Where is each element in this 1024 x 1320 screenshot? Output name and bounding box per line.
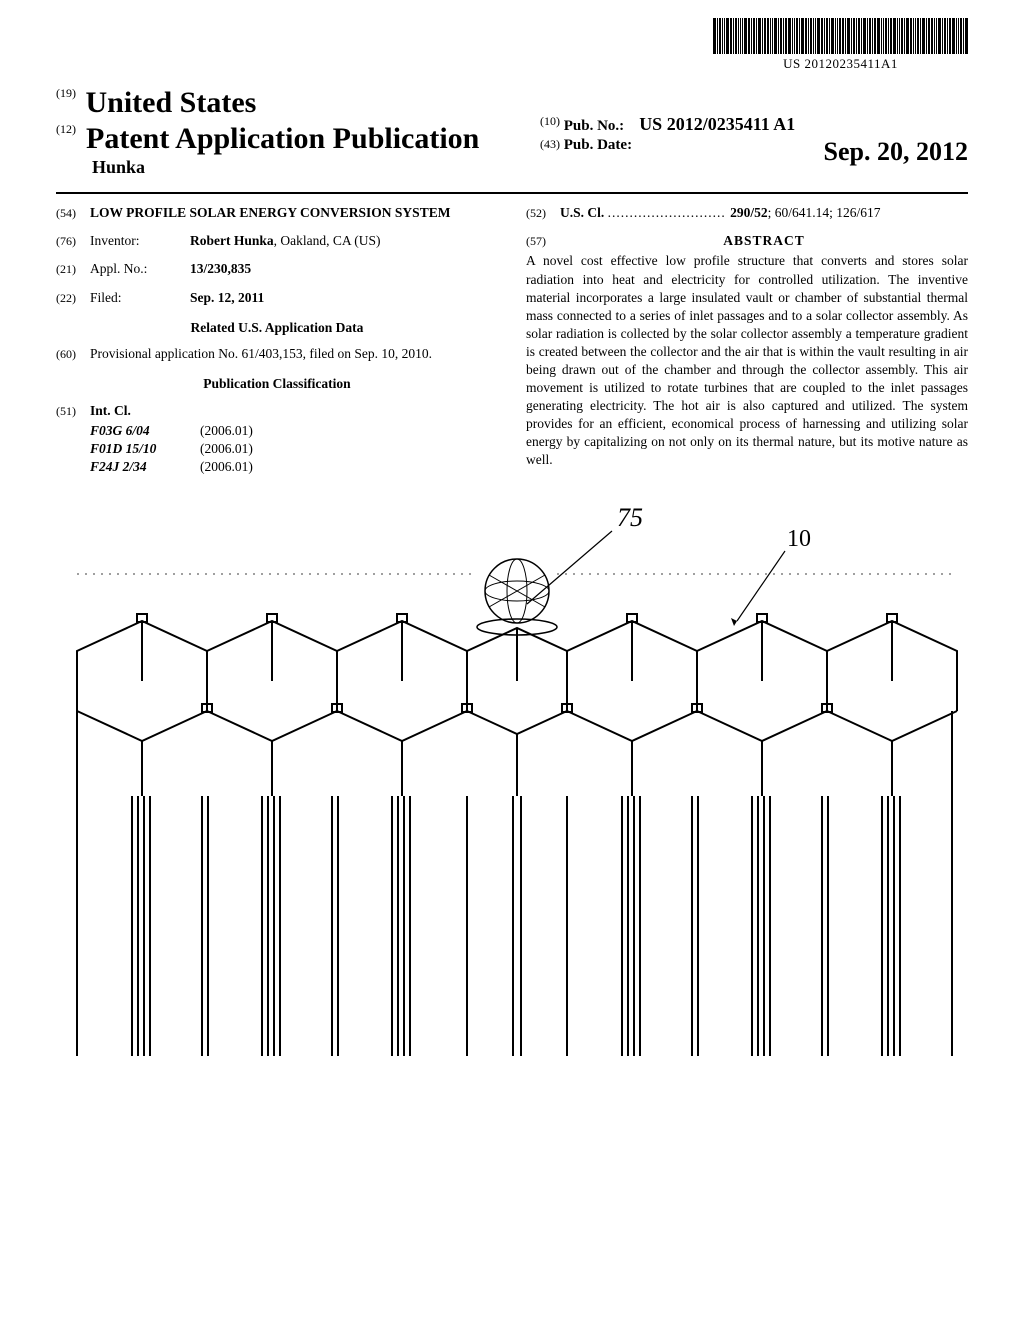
code-52: (52) — [526, 204, 560, 222]
code-10: (10) — [540, 114, 560, 128]
right-column: (52) U.S. Cl. ..........................… — [526, 204, 968, 476]
barcode-icon — [713, 18, 968, 54]
filed-value: Sep. 12, 2011 — [190, 289, 498, 307]
code-60: (60) — [56, 345, 90, 363]
patent-figure: 75 10 — [56, 496, 968, 1056]
uscl-dots: ........................... — [608, 205, 731, 220]
figure-label-75: 75 — [617, 503, 643, 532]
inventor-name: Robert Hunka — [190, 233, 274, 248]
inventor-label: Inventor: — [90, 232, 190, 250]
body-columns: (54) LOW PROFILE SOLAR ENERGY CONVERSION… — [56, 204, 968, 476]
uscl-label: U.S. Cl. — [560, 205, 604, 220]
pubclass-header: Publication Classification — [56, 375, 498, 393]
intcl-year: (2006.01) — [200, 440, 253, 458]
barcode-block: US 20120235411A1 — [713, 18, 968, 72]
code-22: (22) — [56, 289, 90, 307]
intcl-code: F03G 6/04 — [90, 422, 200, 440]
invention-title: LOW PROFILE SOLAR ENERGY CONVERSION SYST… — [90, 204, 450, 222]
uscl-line: U.S. Cl. ........................... 290… — [560, 204, 968, 222]
code-43: (43) — [540, 137, 560, 151]
pubno-label: Pub. No.: — [564, 118, 624, 134]
inlet-passages-icon — [77, 711, 952, 1056]
hex-row2-icon — [77, 704, 957, 796]
applno-label: Appl. No.: — [90, 260, 190, 278]
figure-svg: 75 10 — [56, 496, 968, 1056]
inventor-location: , Oakland, CA (US) — [274, 233, 381, 248]
header-right-block: (10) Pub. No.: US 2012/0235411 A1 (43) P… — [540, 114, 968, 167]
left-column: (54) LOW PROFILE SOLAR ENERGY CONVERSION… — [56, 204, 498, 476]
intcl-item: F01D 15/10 (2006.01) — [90, 440, 498, 458]
intcl-year: (2006.01) — [200, 458, 253, 476]
uscl-rest: ; 60/641.14; 126/617 — [768, 205, 881, 220]
provisional-text: Provisional application No. 61/403,153, … — [90, 345, 498, 363]
uscl-main: 290/52 — [730, 205, 768, 220]
filed-label: Filed: — [90, 289, 190, 307]
intcl-year: (2006.01) — [200, 422, 253, 440]
hex-row-icon — [77, 614, 957, 711]
intcl-label: Int. Cl. — [90, 402, 498, 420]
code-57: (57) — [526, 232, 560, 250]
header-rule — [56, 192, 968, 194]
abstract-header: ABSTRACT — [723, 233, 805, 248]
abstract-text: A novel cost effective low profile struc… — [526, 252, 968, 469]
collector-dome-icon — [477, 559, 557, 635]
pubno-value: US 2012/0235411 A1 — [639, 114, 795, 134]
barcode-text: US 20120235411A1 — [713, 56, 968, 72]
country: United States — [86, 86, 257, 120]
pubdate-label: Pub. Date: — [564, 137, 632, 153]
code-21: (21) — [56, 260, 90, 278]
intcl-item: F24J 2/34 (2006.01) — [90, 458, 498, 476]
code-51: (51) — [56, 402, 90, 420]
pubdate-value: Sep. 20, 2012 — [824, 137, 968, 167]
applno-value: 13/230,835 — [190, 260, 498, 278]
inventor-value: Robert Hunka, Oakland, CA (US) — [190, 232, 498, 250]
code-76: (76) — [56, 232, 90, 250]
code-54: (54) — [56, 204, 90, 222]
figure-label-10: 10 — [787, 526, 811, 552]
intcl-code: F01D 15/10 — [90, 440, 200, 458]
intcl-list: F03G 6/04 (2006.01) F01D 15/10 (2006.01)… — [90, 422, 498, 477]
code-19: (19) — [56, 86, 76, 100]
related-header: Related U.S. Application Data — [56, 319, 498, 337]
intcl-item: F03G 6/04 (2006.01) — [90, 422, 498, 440]
publication-type: Patent Application Publication — [86, 122, 479, 156]
code-12: (12) — [56, 122, 76, 136]
intcl-code: F24J 2/34 — [90, 458, 200, 476]
